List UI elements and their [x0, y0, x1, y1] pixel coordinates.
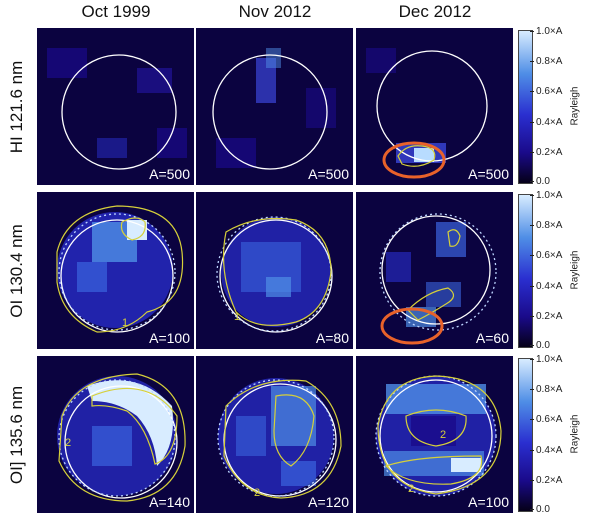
amplitude-label: A=500 [468, 166, 509, 182]
colorbar-tick: 0.0 [530, 340, 550, 351]
colorbar [518, 30, 533, 184]
amplitude-label: A=140 [149, 494, 190, 510]
colorbar-tick: 0.8×A [529, 384, 563, 395]
limb-circle [64, 385, 178, 499]
emission-map [356, 192, 513, 349]
contour-label: 1 [122, 317, 128, 329]
colorbar-tick: 0.4×A [529, 117, 563, 128]
row-header-oi-135-6: OI] 135.6 nm [7, 385, 26, 484]
amplitude-label: A=500 [308, 166, 349, 182]
colorbar-unit: Rayleigh [569, 414, 581, 454]
contour-label: 2 [65, 437, 71, 449]
colorbar-tick: 1.0×A [529, 190, 563, 201]
emission-map: 1 [196, 192, 353, 349]
colorbar-tick: 0.0 [530, 504, 550, 515]
contour-line [56, 205, 184, 333]
colorbar-tick: 0.2×A [529, 475, 563, 486]
contour-line [120, 217, 146, 241]
amplitude-label: A=120 [308, 494, 349, 510]
limb-circle [381, 215, 491, 325]
contour-label: 2 [254, 487, 260, 499]
contour-line [407, 287, 455, 321]
colorbar-unit: Rayleigh [569, 86, 581, 126]
colorbar-tick: 0.2×A [529, 311, 563, 322]
colorbar-tick: 0.2×A [529, 147, 563, 158]
dotted-circle [379, 213, 497, 331]
dotted-circle [217, 379, 335, 497]
emission-map: 2 [37, 356, 194, 513]
amplitude-label: A=60 [475, 330, 509, 346]
column-header-nov-2012: Nov 2012 [238, 2, 312, 21]
colorbar-tick: 0.8×A [529, 220, 563, 231]
contour-line [223, 379, 342, 499]
contour-label: 2 [408, 483, 414, 495]
emission-map: 1 [37, 192, 194, 349]
row-header-oi-130-4: OI 130.4 nm [7, 223, 26, 318]
colorbar-tick: 0.8×A [529, 56, 563, 67]
image-panel-oi1304-oct-1999: 1 A=100 [37, 192, 194, 349]
image-panel-oi1356-nov-2012: 2 A=120 [196, 356, 353, 513]
colorbar [518, 194, 533, 348]
contour-label: 1 [234, 311, 240, 323]
emission-map: 2 [196, 356, 353, 513]
image-panel-oi1356-dec-2012: 2 2 A=100 [356, 356, 513, 513]
colorbar-tick: 1.0×A [529, 354, 563, 365]
contour-line [447, 229, 461, 247]
contour-line [405, 409, 467, 447]
colorbar-tick: 1.0×A [529, 26, 563, 37]
amplitude-label: A=500 [149, 166, 190, 182]
image-panel-hi-oct-1999: A=500 [37, 28, 194, 185]
colorbar-tick: 0.6×A [529, 250, 563, 261]
image-panel-hi-dec-2012: A=500 [356, 28, 513, 185]
dotted-circle [375, 375, 497, 497]
image-panel-hi-nov-2012: A=500 [196, 28, 353, 185]
amplitude-label: A=100 [149, 330, 190, 346]
colorbar-tick: 0.4×A [529, 445, 563, 456]
highlight-ellipse [382, 141, 446, 179]
contour-line [273, 394, 315, 467]
emission-map: 2 2 [356, 356, 513, 513]
image-panel-oi1304-dec-2012: A=60 [356, 192, 513, 349]
limb-circle [219, 219, 333, 333]
limb-circle [61, 54, 177, 170]
colorbar-unit: Rayleigh [569, 250, 581, 290]
image-panel-oi1356-oct-1999: 2 A=140 [37, 356, 194, 513]
colorbar-tick: 0.0 [530, 176, 550, 187]
emission-map [356, 28, 513, 185]
contour-line [384, 455, 483, 485]
colorbar-tick: 0.6×A [529, 86, 563, 97]
limb-circle [212, 54, 328, 170]
limb-circle [60, 219, 174, 333]
contour-line [222, 217, 332, 326]
amplitude-label: A=100 [468, 494, 509, 510]
colorbar [518, 358, 533, 512]
column-header-oct-1999: Oct 1999 [81, 2, 151, 21]
limb-circle [379, 379, 493, 493]
emission-map [37, 28, 194, 185]
contour-line [377, 375, 502, 495]
colorbar-tick: 0.4×A [529, 281, 563, 292]
contour-line [58, 373, 186, 502]
row-header-hi-121-6: HI 121.6 nm [7, 60, 26, 153]
highlight-ellipse [380, 307, 444, 345]
column-header-dec-2012: Dec 2012 [398, 2, 472, 21]
contour-line [397, 145, 436, 167]
contour-label: 2 [440, 429, 446, 441]
amplitude-label: A=80 [315, 330, 349, 346]
contour-line [91, 387, 178, 465]
image-panel-oi1304-nov-2012: 1 A=80 [196, 192, 353, 349]
colorbar-tick: 0.6×A [529, 414, 563, 425]
emission-map [196, 28, 353, 185]
